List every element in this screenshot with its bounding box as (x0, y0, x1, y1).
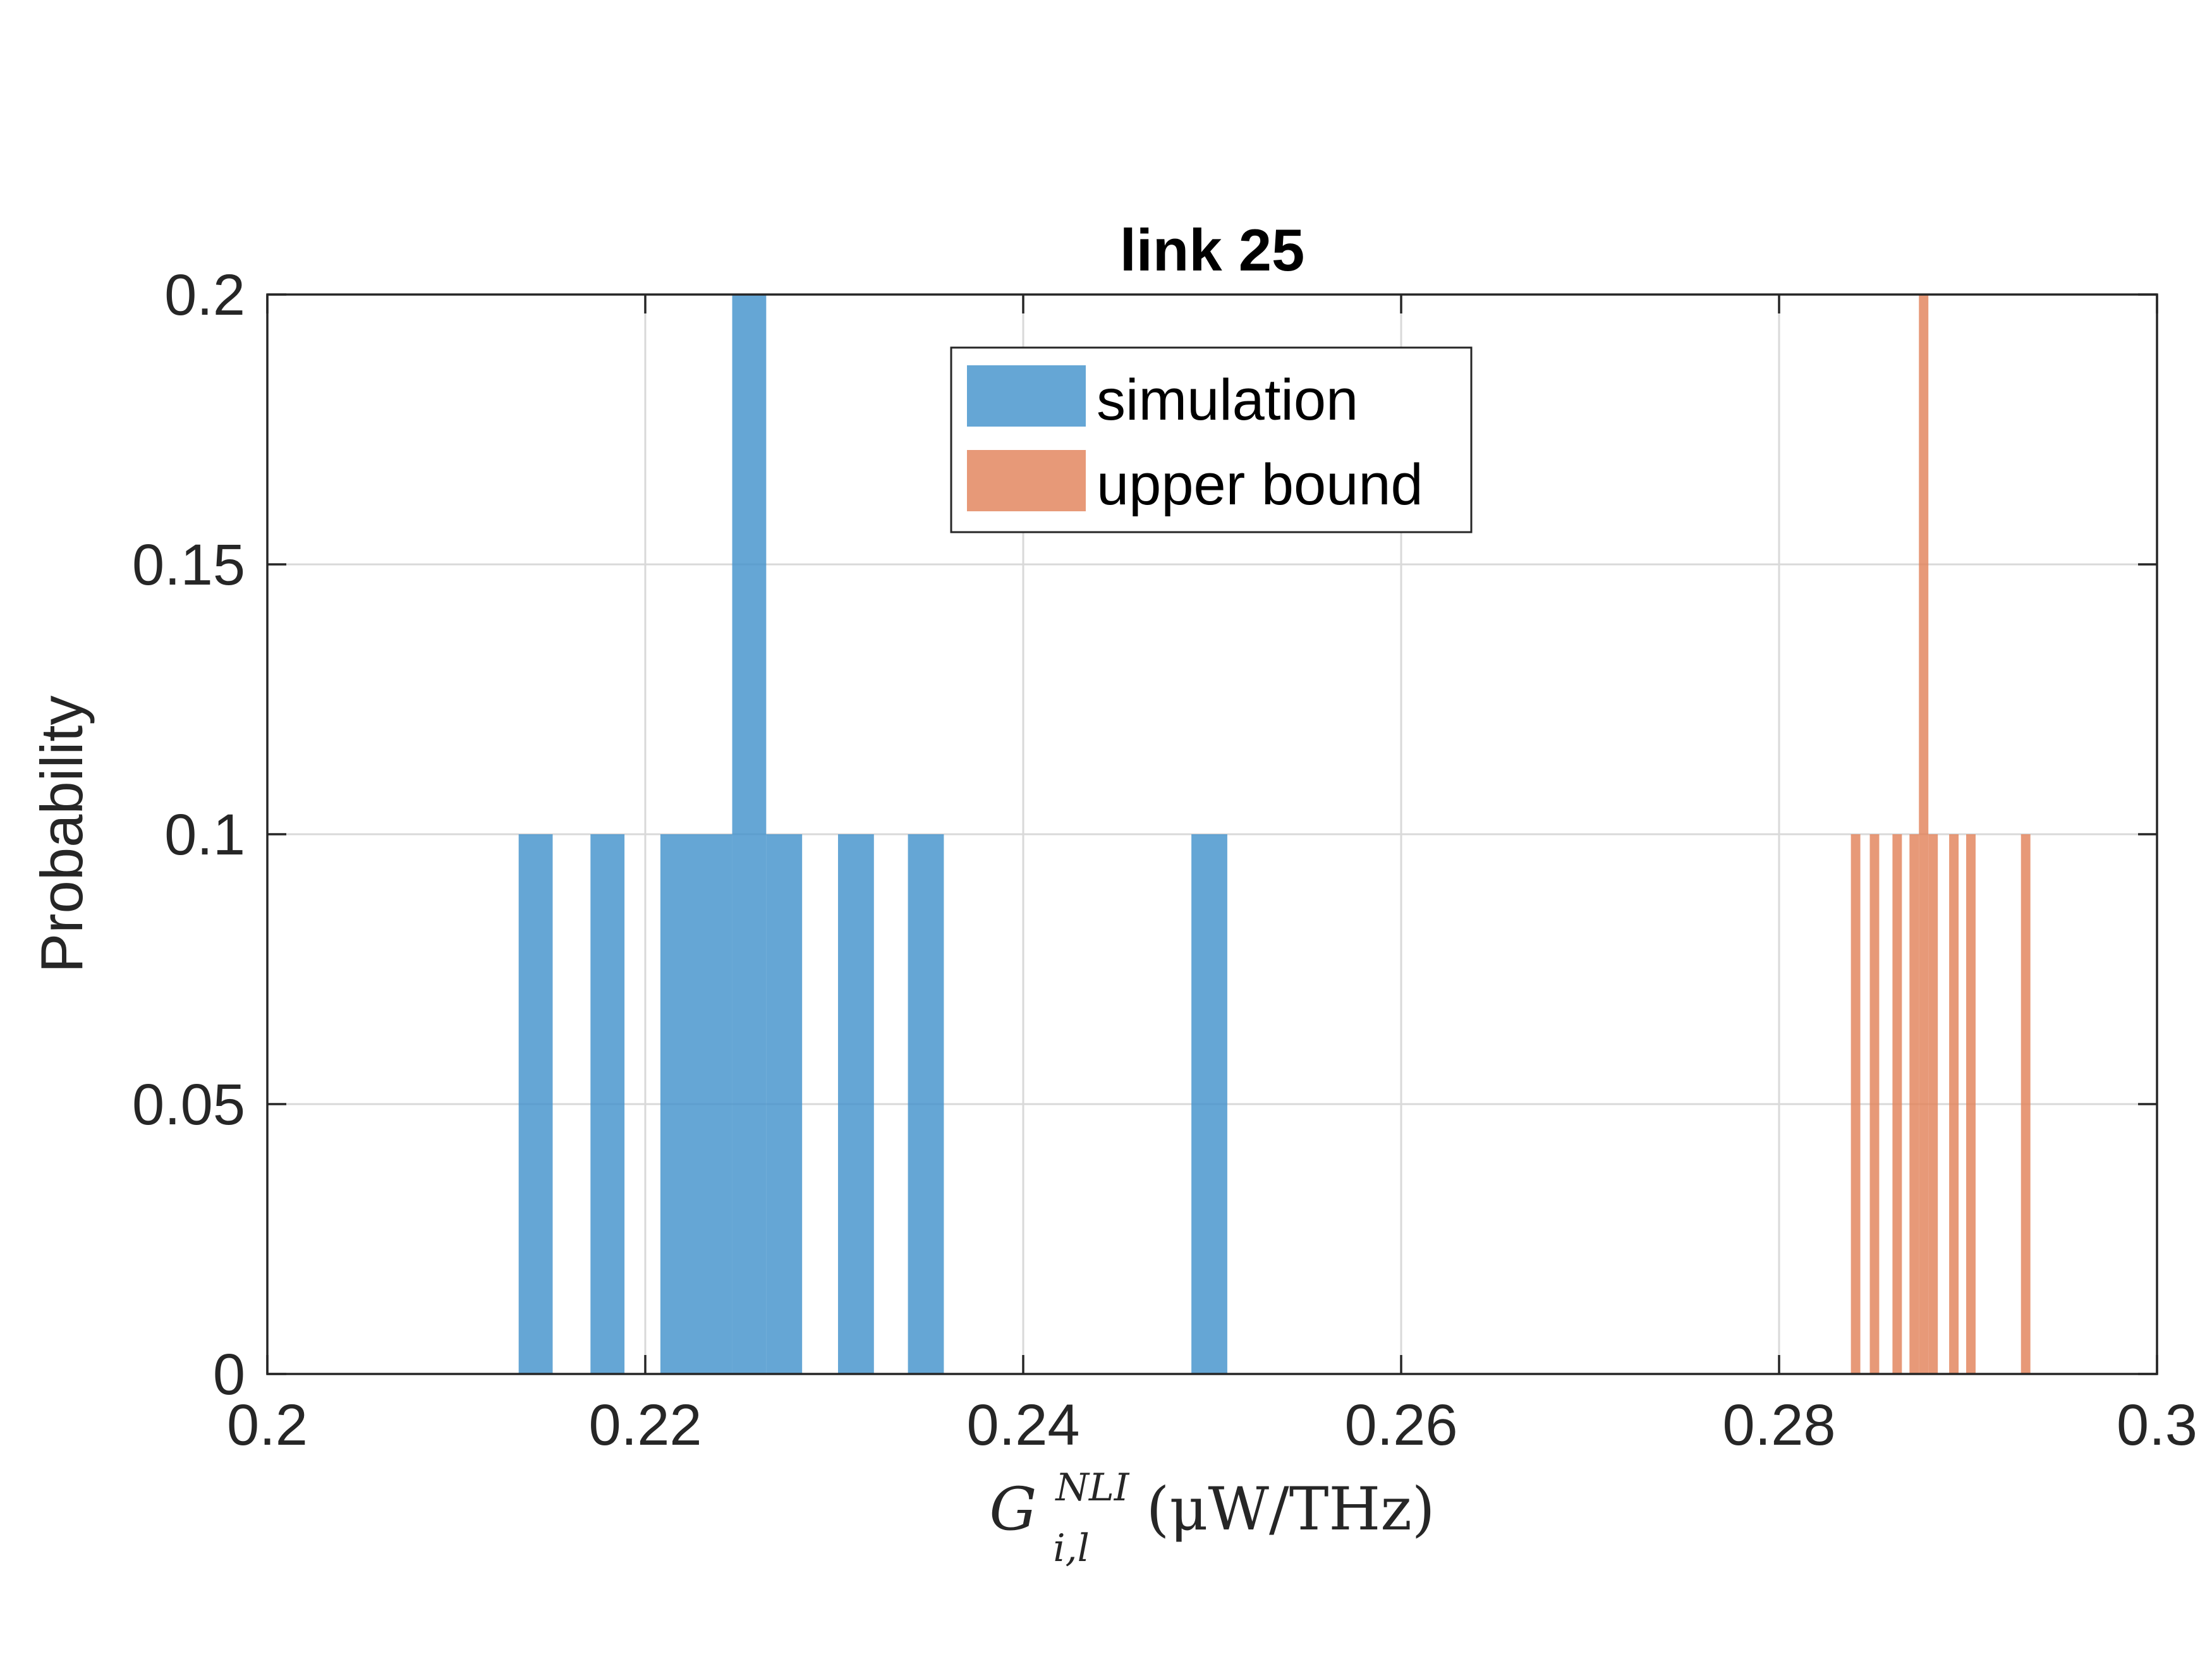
x-tick-label: 0.2 (227, 1393, 308, 1457)
bar-upper-bound (1909, 834, 1919, 1374)
y-tick-labels: 0 0.05 0.1 0.15 0.2 (132, 263, 245, 1407)
x-axis-label-superscript: NLI (1054, 1466, 1129, 1510)
bar-simulation (660, 834, 732, 1374)
x-tick-labels: 0.2 0.22 0.24 0.26 0.28 0.3 (227, 1393, 2197, 1457)
x-tick-label: 0.24 (966, 1393, 1079, 1457)
x-tick-label: 0.22 (588, 1393, 702, 1457)
x-tick-label: 0.3 (2117, 1393, 2197, 1457)
bar-upper-bound (1949, 834, 1959, 1374)
bar-simulation (518, 834, 553, 1374)
legend: simulation upper bound (950, 346, 1473, 533)
legend-label-simulation: simulation (1097, 368, 1358, 432)
y-tick-label: 0.2 (164, 263, 245, 327)
y-tick-label: 0.05 (132, 1073, 245, 1137)
x-axis-label-symbol: G (989, 1475, 1036, 1544)
bar-upper-bound (2021, 834, 2031, 1374)
bar-upper-bound (1869, 834, 1880, 1374)
y-axis-label: Probability (28, 696, 95, 973)
x-axis-label-subscript: i,l (1053, 1526, 1089, 1571)
bar-upper-bound (1966, 834, 1976, 1374)
grid-lines (267, 295, 2157, 1374)
x-tick-label: 0.26 (1344, 1393, 1457, 1457)
x-axis-label: G NLI i,l (μW/THz) (989, 1446, 1435, 1576)
bar-upper-bound (1850, 834, 1861, 1374)
plot-frame (266, 293, 2158, 1375)
x-axis-label-unit: (μW/THz) (1146, 1475, 1435, 1544)
bar-simulation (766, 834, 803, 1374)
bar-simulation (1191, 834, 1227, 1374)
bar-simulation (732, 295, 767, 1374)
histogram-bars (518, 295, 2031, 1374)
chart-title: link 25 (1120, 217, 1305, 283)
bar-simulation (837, 834, 874, 1374)
legend-swatch-simulation (967, 365, 1086, 427)
y-tick-label: 0.15 (132, 533, 245, 597)
bar-simulation (908, 834, 944, 1374)
y-tick-label: 0 (213, 1342, 245, 1407)
bar-upper-bound (1892, 834, 1902, 1374)
x-tick-label: 0.28 (1722, 1393, 1835, 1457)
legend-swatch-upper-bound (967, 450, 1086, 511)
bar-upper-bound (1928, 834, 1938, 1374)
bar-upper-bound (1919, 295, 1929, 1374)
y-tick-label: 0.1 (164, 803, 245, 867)
legend-label-upper-bound: upper bound (1097, 453, 1423, 517)
bar-simulation (590, 834, 625, 1374)
